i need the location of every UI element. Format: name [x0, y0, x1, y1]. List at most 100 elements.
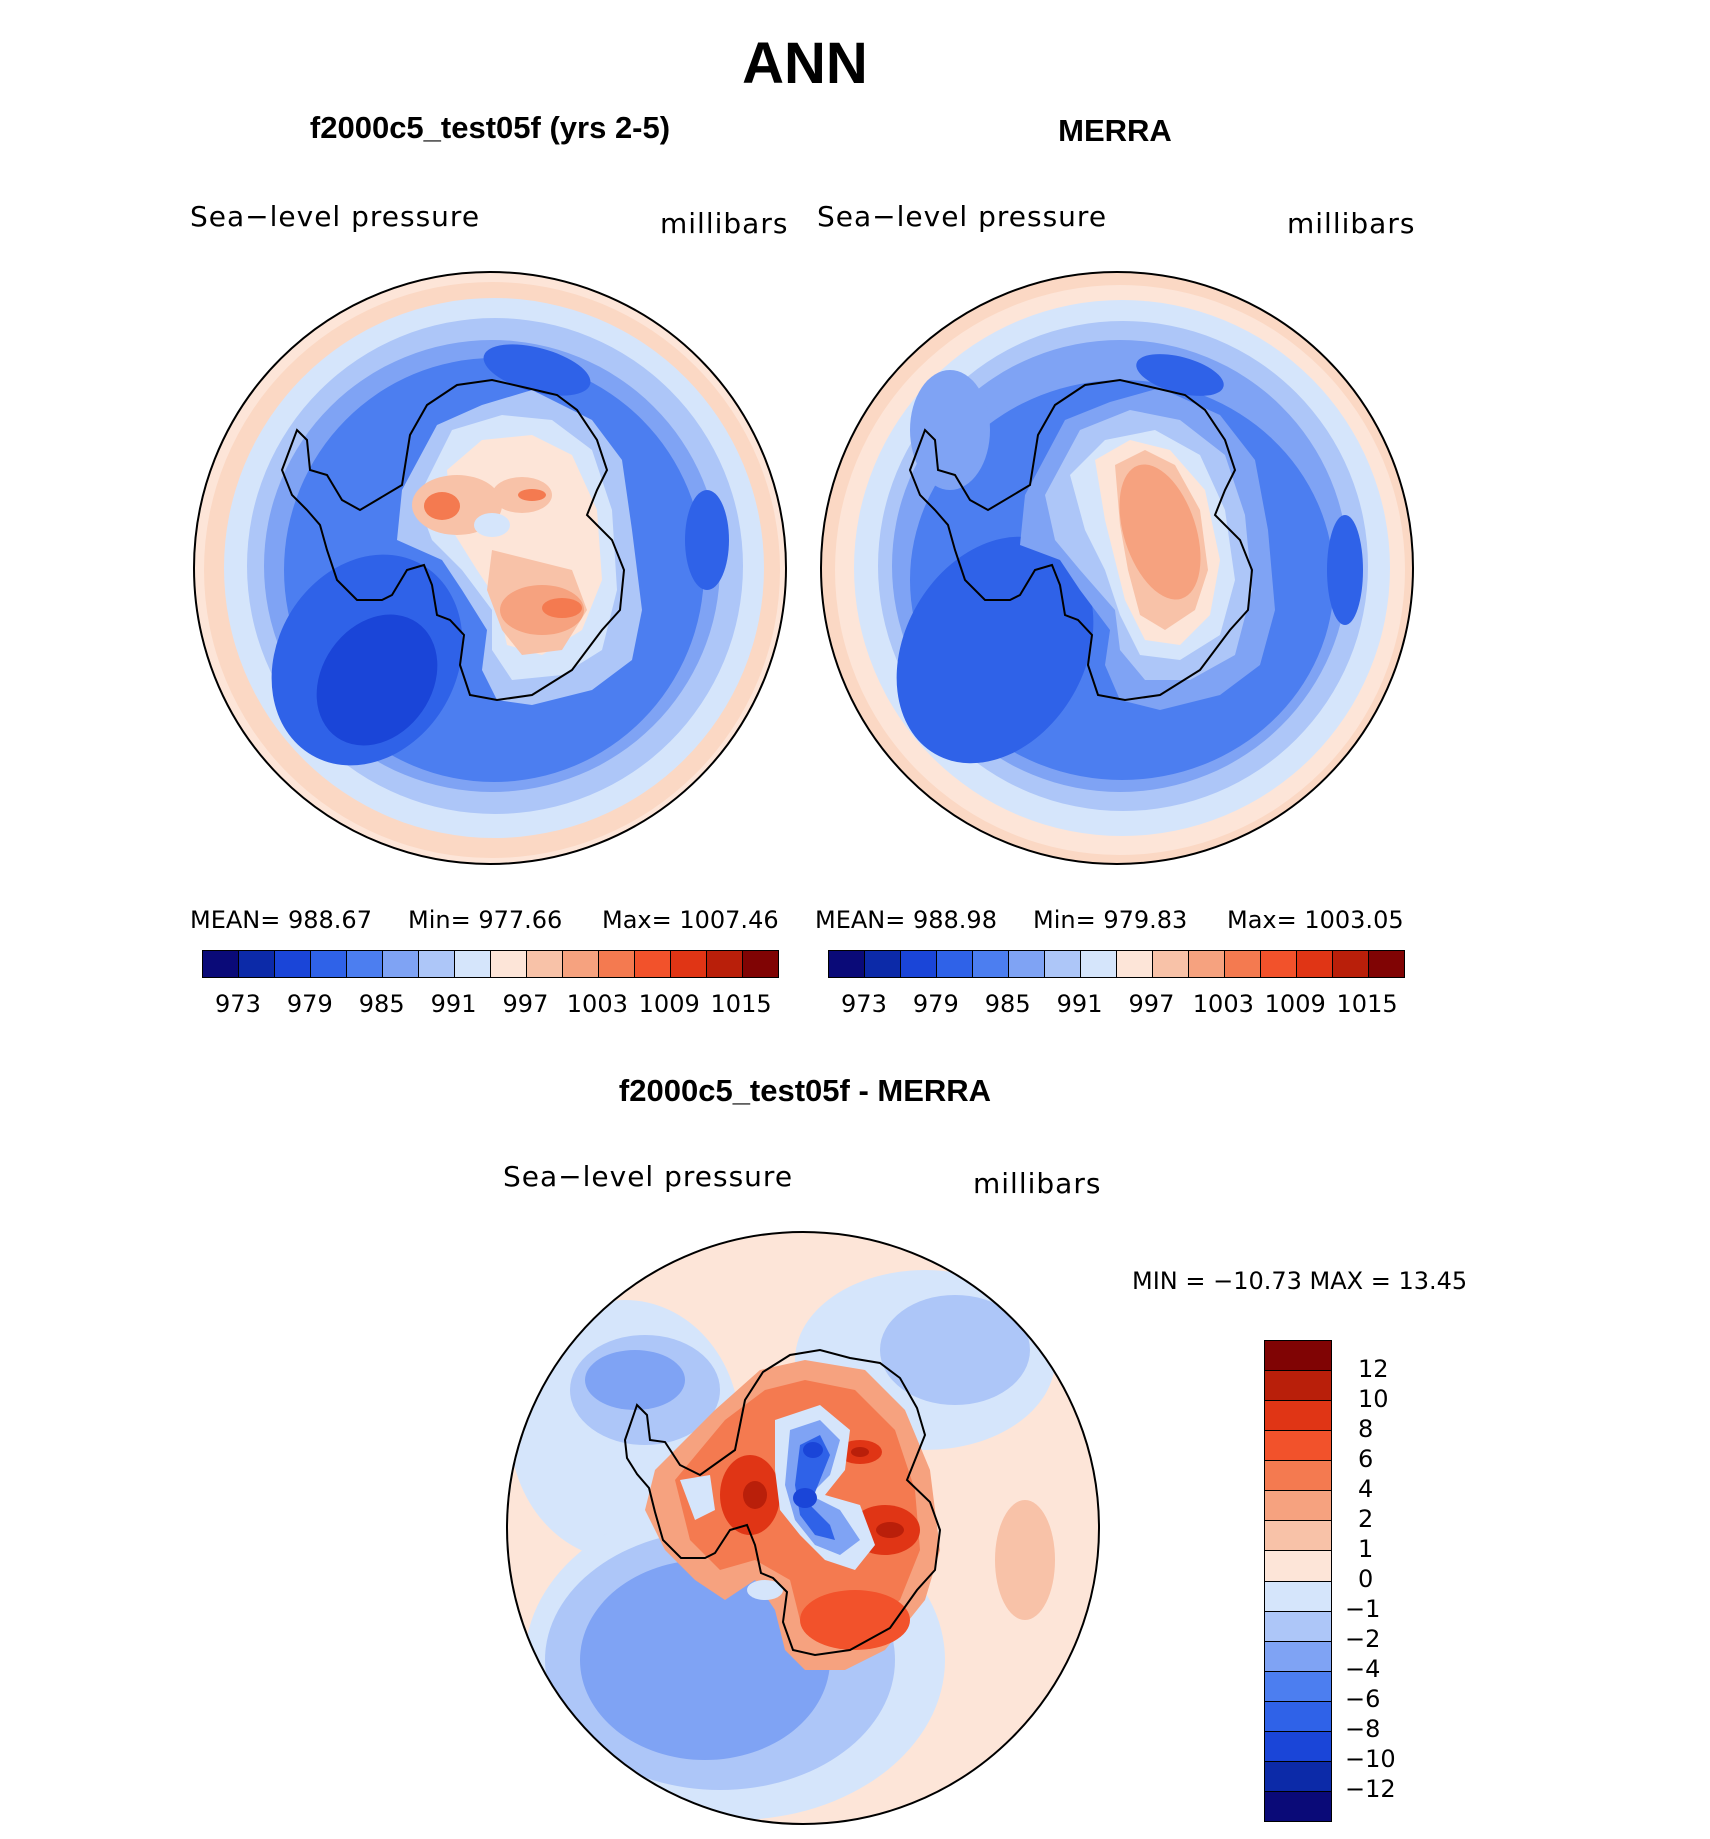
colorbar-swatch: [707, 951, 743, 977]
diff-colorbar: [1264, 1340, 1332, 1822]
colorbar-swatch: [419, 951, 455, 977]
colorbar-tick-label: 12: [1358, 1355, 1389, 1383]
colorbar-swatch: [1265, 1641, 1331, 1672]
colorbar-swatch: [383, 951, 419, 977]
diff-units-label: millibars: [973, 1167, 1102, 1200]
colorbar-tick-label: 997: [502, 990, 549, 1018]
colorbar-swatch: [1153, 951, 1189, 977]
colorbar-swatch: [1117, 951, 1153, 977]
colorbar-swatch: [1225, 951, 1261, 977]
colorbar-swatch: [203, 951, 239, 977]
colorbar-swatch: [1265, 1551, 1331, 1582]
model-units-label: millibars: [660, 207, 789, 240]
colorbar-swatch: [743, 951, 778, 977]
obs-polar-map: [820, 271, 1414, 865]
obs-max: Max= 1003.05: [1227, 906, 1404, 934]
colorbar-tick-label: 985: [984, 990, 1031, 1018]
colorbar-tick-label: 991: [430, 990, 477, 1018]
model-colorbar-ticks: 973 979 985 991 997 1003 1009 1015: [202, 990, 777, 1020]
colorbar-tick-label: −2: [1345, 1625, 1381, 1653]
diff-field-label: Sea−level pressure: [503, 1160, 794, 1193]
colorbar-tick-label: 979: [912, 990, 959, 1018]
colorbar-tick-label: 973: [215, 990, 261, 1018]
colorbar-swatch: [1265, 1731, 1331, 1762]
obs-colorbar: [828, 950, 1405, 978]
diff-min-max: MIN = −10.73 MAX = 13.45: [1132, 1267, 1468, 1295]
colorbar-swatch: [1369, 951, 1404, 977]
colorbar-tick-label: 985: [358, 990, 405, 1018]
colorbar-tick-label: 10: [1358, 1385, 1389, 1413]
colorbar-swatch: [1265, 1341, 1331, 1372]
model-colorbar: [202, 950, 779, 978]
colorbar-swatch: [1265, 1461, 1331, 1492]
colorbar-swatch: [973, 951, 1009, 977]
obs-field-label: Sea−level pressure: [817, 200, 1108, 233]
colorbar-swatch: [1009, 951, 1045, 977]
obs-units-label: millibars: [1287, 207, 1416, 240]
colorbar-tick-label: 1003: [1192, 990, 1254, 1018]
obs-mean: MEAN= 988.98: [815, 906, 997, 934]
colorbar-tick-label: −8: [1345, 1715, 1381, 1743]
colorbar-tick-label: −10: [1345, 1745, 1396, 1773]
colorbar-tick-label: 0: [1358, 1565, 1374, 1593]
model-min: Min= 977.66: [408, 906, 563, 934]
colorbar-swatch: [1265, 1791, 1331, 1821]
colorbar-swatch: [1265, 1761, 1331, 1792]
colorbar-tick-label: 4: [1358, 1475, 1374, 1503]
colorbar-swatch: [1265, 1581, 1331, 1612]
colorbar-swatch: [563, 951, 599, 977]
colorbar-swatch: [599, 951, 635, 977]
colorbar-tick-label: −4: [1345, 1655, 1381, 1683]
colorbar-tick-label: 1003: [566, 990, 628, 1018]
colorbar-tick-label: 6: [1358, 1445, 1374, 1473]
colorbar-swatch: [1333, 951, 1369, 977]
diff-panel-title: f2000c5_test05f - MERRA: [618, 1073, 992, 1108]
model-panel-title: f2000c5_test05f (yrs 2-5): [309, 110, 671, 145]
colorbar-tick-label: 8: [1358, 1415, 1374, 1443]
obs-colorbar-ticks: 973 979 985 991 997 1003 1009 1015: [828, 990, 1403, 1020]
colorbar-swatch: [1261, 951, 1297, 977]
colorbar-swatch: [937, 951, 973, 977]
colorbar-swatch: [347, 951, 383, 977]
model-max: Max= 1007.46: [602, 906, 779, 934]
colorbar-swatch: [1081, 951, 1117, 977]
colorbar-swatch: [1189, 951, 1225, 977]
colorbar-swatch: [1265, 1431, 1331, 1462]
colorbar-tick-label: 997: [1128, 990, 1175, 1018]
colorbar-swatch: [455, 951, 491, 977]
colorbar-tick-label: 1: [1358, 1535, 1374, 1563]
colorbar-tick-label: 1009: [1264, 990, 1326, 1018]
colorbar-tick-label: 1009: [638, 990, 700, 1018]
obs-min: Min= 979.83: [1033, 906, 1188, 934]
colorbar-swatch: [275, 951, 311, 977]
colorbar-swatch: [1265, 1371, 1331, 1402]
colorbar-swatch: [829, 951, 865, 977]
obs-panel-title: MERRA: [1058, 113, 1172, 148]
colorbar-swatch: [239, 951, 275, 977]
figure-title: ANN: [742, 31, 868, 96]
colorbar-tick-label: −6: [1345, 1685, 1381, 1713]
model-mean: MEAN= 988.67: [190, 906, 372, 934]
colorbar-tick-label: 1015: [1336, 990, 1398, 1018]
colorbar-tick-label: −12: [1345, 1775, 1396, 1803]
colorbar-swatch: [671, 951, 707, 977]
colorbar-swatch: [491, 951, 527, 977]
colorbar-tick-label: 973: [841, 990, 887, 1018]
colorbar-swatch: [1265, 1671, 1331, 1702]
colorbar-swatch: [1265, 1521, 1331, 1552]
colorbar-swatch: [1265, 1611, 1331, 1642]
colorbar-swatch: [1265, 1701, 1331, 1732]
colorbar-tick-label: −1: [1345, 1595, 1381, 1623]
diff-polar-map: [506, 1231, 1100, 1825]
colorbar-tick-label: 979: [286, 990, 333, 1018]
colorbar-swatch: [1265, 1491, 1331, 1522]
diff-colorbar-ticks: 12 10 8 6 4 2 1 0 −1 −2 −4 −6 −8 −10 −12: [1345, 1340, 1465, 1820]
colorbar-swatch: [865, 951, 901, 977]
colorbar-tick-label: 991: [1056, 990, 1103, 1018]
model-polar-map: [193, 271, 787, 865]
colorbar-tick-label: 2: [1358, 1505, 1374, 1533]
colorbar-swatch: [527, 951, 563, 977]
model-field-label: Sea−level pressure: [190, 200, 481, 233]
colorbar-swatch: [1045, 951, 1081, 977]
colorbar-swatch: [1265, 1401, 1331, 1432]
